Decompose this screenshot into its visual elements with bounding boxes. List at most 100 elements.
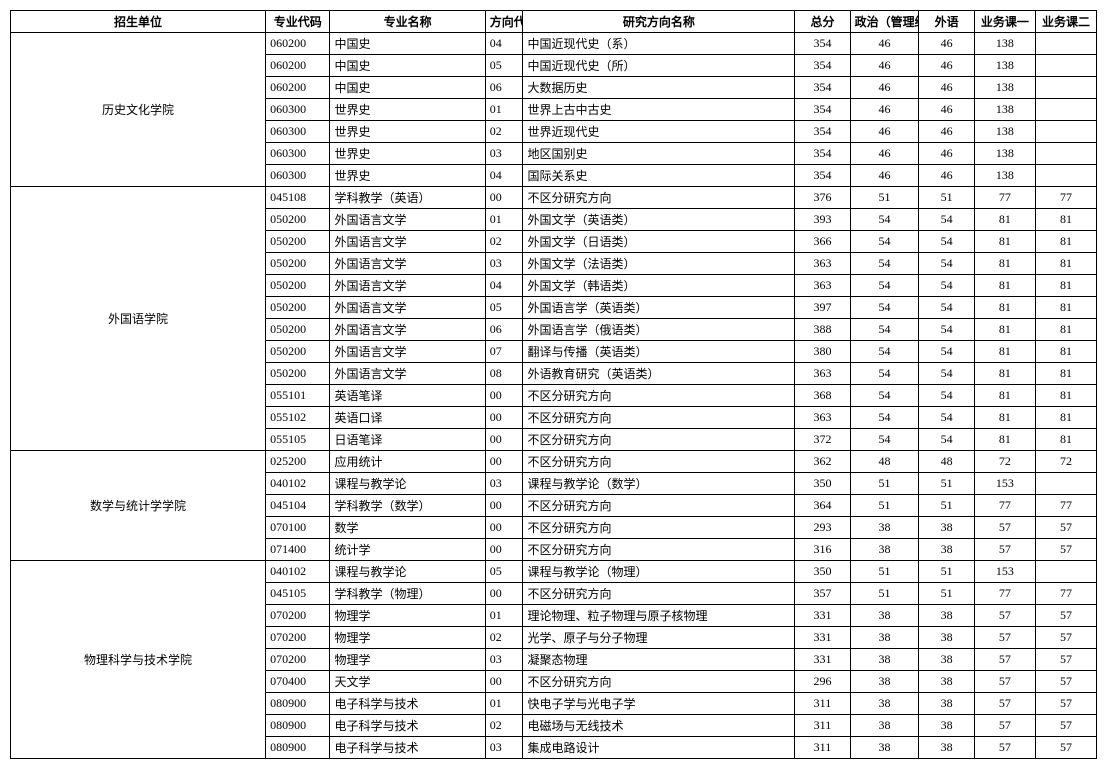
cell-course1: 138	[974, 99, 1035, 121]
cell-major: 外国语言文学	[330, 253, 485, 275]
cell-dirname: 课程与教学论（物理）	[523, 561, 795, 583]
cell-major: 应用统计	[330, 451, 485, 473]
cell-course1: 81	[974, 231, 1035, 253]
cell-politics: 46	[850, 165, 919, 187]
cell-politics: 38	[850, 671, 919, 693]
cell-total: 363	[795, 407, 850, 429]
cell-course1: 138	[974, 165, 1035, 187]
cell-dirname: 光学、原子与分子物理	[523, 627, 795, 649]
cell-course2	[1035, 165, 1096, 187]
cell-code: 050200	[266, 275, 330, 297]
cell-dircode: 00	[485, 385, 523, 407]
cell-major: 日语笔译	[330, 429, 485, 451]
cell-major: 电子科学与技术	[330, 737, 485, 759]
cell-course1: 81	[974, 407, 1035, 429]
cell-code: 071400	[266, 539, 330, 561]
cell-dircode: 00	[485, 407, 523, 429]
cell-course1: 77	[974, 187, 1035, 209]
cell-course1: 81	[974, 363, 1035, 385]
cell-total: 376	[795, 187, 850, 209]
cell-dircode: 07	[485, 341, 523, 363]
cell-politics: 54	[850, 341, 919, 363]
cell-politics: 54	[850, 385, 919, 407]
cell-politics: 54	[850, 209, 919, 231]
cell-politics: 54	[850, 297, 919, 319]
cell-course1: 57	[974, 649, 1035, 671]
cell-code: 050200	[266, 231, 330, 253]
cell-code: 055101	[266, 385, 330, 407]
table-body: 历史文化学院060200中国史04中国近现代史（系）3544646138 06 02…	[11, 33, 1097, 759]
cell-dirname: 外国文学（法语类）	[523, 253, 795, 275]
cell-course2: 81	[1035, 319, 1096, 341]
cell-dircode: 02	[485, 627, 523, 649]
cell-dirname: 国际关系史	[523, 165, 795, 187]
cell-dircode: 00	[485, 429, 523, 451]
cell-dircode: 03	[485, 473, 523, 495]
cell-dirname: 快电子学与光电子学	[523, 693, 795, 715]
cell-code: 050200	[266, 209, 330, 231]
cell-total: 364	[795, 495, 850, 517]
cell-total: 316	[795, 539, 850, 561]
cell-course2: 81	[1035, 231, 1096, 253]
cell-course2	[1035, 77, 1096, 99]
cell-dirname: 中国近现代史（所）	[523, 55, 795, 77]
cell-dircode: 00	[485, 495, 523, 517]
cell-course1: 57	[974, 517, 1035, 539]
cell-lang: 38	[919, 627, 974, 649]
cell-unit: 物理科学与技术学院	[11, 561, 266, 759]
cell-dirname: 外国文学（日语类）	[523, 231, 795, 253]
cell-course2	[1035, 561, 1096, 583]
cell-unit: 数学与统计学学院	[11, 451, 266, 561]
cell-course2: 57	[1035, 627, 1096, 649]
cell-major: 学科教学（物理）	[330, 583, 485, 605]
cell-code: 080900	[266, 737, 330, 759]
cell-dirname: 不区分研究方向	[523, 187, 795, 209]
cell-code: 060300	[266, 121, 330, 143]
cell-course2: 81	[1035, 253, 1096, 275]
cell-lang: 38	[919, 715, 974, 737]
header-course2: 业务课二	[1035, 11, 1096, 33]
cell-code: 040102	[266, 561, 330, 583]
cell-major: 外国语言文学	[330, 209, 485, 231]
table-row: 数学与统计学学院025200应用统计00不区分研究方向36248487272	[11, 451, 1097, 473]
cell-major: 物理学	[330, 627, 485, 649]
cell-lang: 38	[919, 539, 974, 561]
cell-course1: 153	[974, 473, 1035, 495]
cell-dircode: 00	[485, 671, 523, 693]
cell-politics: 38	[850, 715, 919, 737]
cell-course2: 72	[1035, 451, 1096, 473]
cell-politics: 54	[850, 253, 919, 275]
cell-politics: 51	[850, 583, 919, 605]
cell-course2	[1035, 473, 1096, 495]
cell-lang: 46	[919, 77, 974, 99]
table-row: 历史文化学院060200中国史04中国近现代史（系）3544646138	[11, 33, 1097, 55]
cell-dirname: 不区分研究方向	[523, 385, 795, 407]
cell-course2	[1035, 33, 1096, 55]
cell-lang: 38	[919, 649, 974, 671]
cell-course2	[1035, 99, 1096, 121]
cell-code: 070200	[266, 649, 330, 671]
cell-dirname: 不区分研究方向	[523, 451, 795, 473]
cell-total: 311	[795, 737, 850, 759]
cell-major: 学科教学（数学）	[330, 495, 485, 517]
cell-course2: 57	[1035, 693, 1096, 715]
cell-dircode: 00	[485, 517, 523, 539]
table-row: 物理科学与技术学院040102课程与教学论05课程与教学论（物理）3505151…	[11, 561, 1097, 583]
cell-dirname: 大数据历史	[523, 77, 795, 99]
cell-dircode: 06	[485, 319, 523, 341]
cell-course2: 57	[1035, 671, 1096, 693]
cell-lang: 54	[919, 297, 974, 319]
cell-politics: 38	[850, 627, 919, 649]
cell-major: 中国史	[330, 77, 485, 99]
cell-major: 世界史	[330, 165, 485, 187]
cell-major: 天文学	[330, 671, 485, 693]
cell-code: 025200	[266, 451, 330, 473]
cell-total: 354	[795, 99, 850, 121]
cell-total: 368	[795, 385, 850, 407]
cell-major: 中国史	[330, 33, 485, 55]
cell-course1: 77	[974, 495, 1035, 517]
cell-course2: 57	[1035, 605, 1096, 627]
cell-total: 354	[795, 165, 850, 187]
cell-dirname: 外国文学（韩语类）	[523, 275, 795, 297]
cell-course1: 138	[974, 77, 1035, 99]
